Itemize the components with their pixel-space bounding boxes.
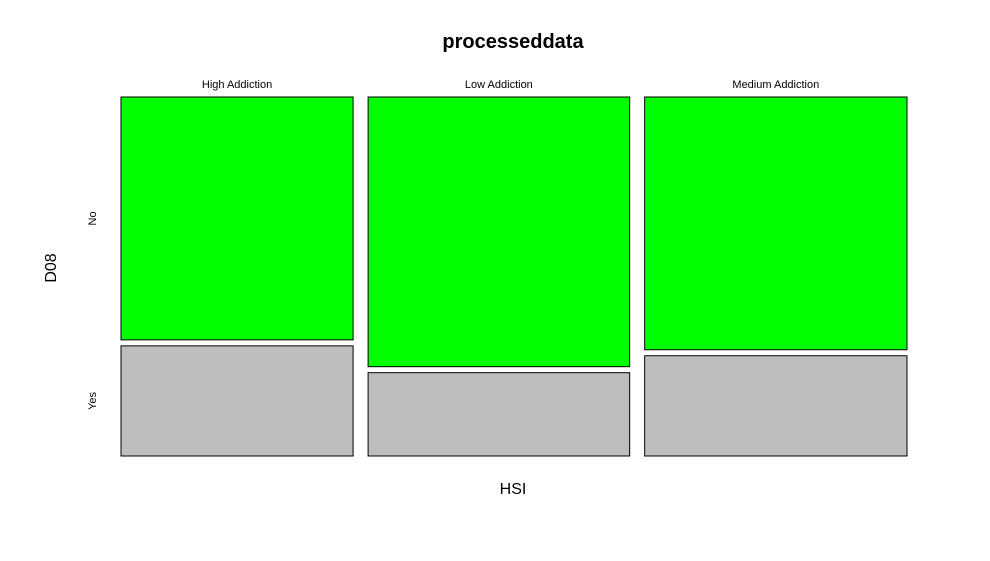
tile-high-addiction-no <box>120 96 354 341</box>
tile-high-addiction-yes <box>120 345 354 457</box>
y-axis-title: D08 <box>43 253 60 282</box>
tile-medium-addiction-yes <box>644 355 908 457</box>
x-axis-title: HSI <box>500 481 527 498</box>
tile-medium-addiction-no <box>644 96 908 351</box>
x-category-label: Low Addiction <box>465 79 533 91</box>
mosaic-tiles <box>120 96 908 457</box>
y-level-label: No <box>87 211 99 225</box>
x-category-labels: High Addiction Low Addiction Medium Addict… <box>202 79 819 91</box>
chart-title: processeddata <box>442 31 584 53</box>
tile-low-addiction-yes <box>367 372 631 457</box>
x-category-label: High Addiction <box>202 79 272 91</box>
tile-low-addiction-no <box>367 96 631 368</box>
x-category-label: Medium Addiction <box>732 79 819 91</box>
y-level-label: Yes <box>87 391 99 409</box>
y-level-labels: No Yes <box>87 211 99 410</box>
